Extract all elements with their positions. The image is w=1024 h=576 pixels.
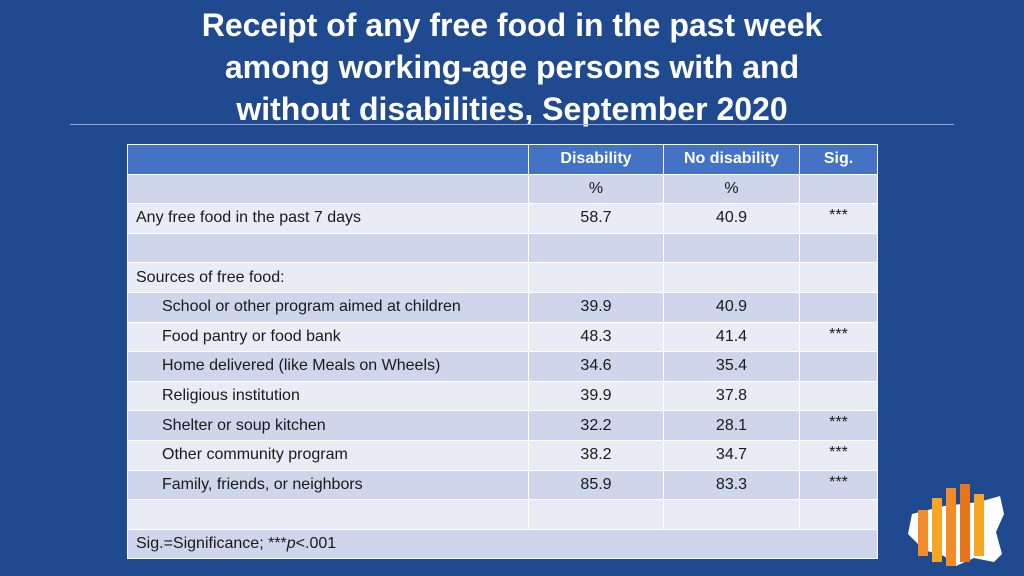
title: Receipt of any free food in the past wee…: [0, 4, 1024, 130]
table-cell: [799, 291, 878, 323]
table-row: Shelter or soup kitchen 32.2 28.1 ***: [127, 410, 878, 441]
table-row: Sig.=Significance; ***p<.001: [127, 528, 878, 560]
table-cell: Sig.: [799, 144, 878, 175]
table-row: [127, 232, 878, 264]
table-cell: %: [528, 173, 664, 205]
table-row: Religious institution 39.9 37.8: [127, 380, 878, 412]
table-cell: Sources of free food:: [127, 262, 529, 293]
table-cell: ***: [799, 321, 878, 353]
table-row: Any free food in the past 7 days 58.7 40.9…: [127, 203, 878, 234]
table-cell: [127, 144, 529, 175]
table-row: %%: [127, 173, 878, 205]
table-cell: [127, 499, 529, 530]
footnote: Sig.=Significance; ***: [136, 535, 287, 553]
table-cell: [799, 232, 878, 264]
table-cell: 48.3: [528, 321, 664, 353]
table-cell: 40.9: [663, 291, 800, 323]
table-cell: [127, 173, 529, 205]
data-table: Disability No disability Sig.%% Any free fo…: [127, 144, 878, 560]
table-cell: 37.8: [663, 380, 800, 412]
table-cell: 83.3: [663, 469, 800, 501]
table-cell: Food pantry or food bank: [127, 321, 529, 353]
table-cell: 34.6: [528, 351, 664, 382]
table-cell: 32.2: [528, 410, 664, 441]
title-line: Receipt of any free food in the past wee…: [201, 7, 823, 43]
logo-bar: [918, 510, 928, 556]
logo-bar: [974, 494, 984, 556]
table-cell: ***: [799, 439, 878, 471]
logo-bar: [946, 488, 956, 566]
table-cell: 39.9: [528, 380, 664, 412]
table-cell: Disability: [528, 144, 664, 175]
table-cell: School or other program aimed at childre…: [127, 291, 529, 323]
table-row: Sources of free food:: [127, 262, 878, 293]
table-row: Home delivered (like Meals on Wheels) 34.…: [127, 351, 878, 382]
title-line: without disabilities, September 2020: [236, 91, 788, 127]
table-cell: 41.4: [663, 321, 800, 353]
logo: [908, 484, 1004, 566]
table-cell: [663, 232, 800, 264]
table-cell: [663, 499, 800, 530]
table-cell: [799, 380, 878, 412]
table-cell: 40.9: [663, 203, 800, 234]
table-cell: [799, 173, 878, 205]
table-row: Family, friends, or neighbors 85.9 83.3 ***: [127, 469, 878, 501]
table-cell: 28.1: [663, 410, 800, 441]
table-cell: Religious institution: [127, 380, 529, 412]
table-cell: Shelter or soup kitchen: [127, 410, 529, 441]
table-cell: ***: [799, 203, 878, 234]
table-row: Disability No disability Sig.: [127, 144, 878, 175]
table-cell: 38.2: [528, 439, 664, 471]
table-cell: [799, 262, 878, 293]
table-cell: 39.9: [528, 291, 664, 323]
table-cell: [663, 262, 800, 293]
table-row: Other community program 38.2 34.7 ***: [127, 439, 878, 471]
table-cell: [528, 262, 664, 293]
table-cell: 85.9: [528, 469, 664, 501]
table-row: [127, 499, 878, 530]
table-cell: ***: [799, 469, 878, 501]
title-line: among working-age persons with and: [224, 49, 800, 85]
table-cell: [127, 232, 529, 264]
table-cell: %: [663, 173, 800, 205]
logo-bar: [932, 498, 942, 562]
table-cell: Other community program: [127, 439, 529, 471]
table-cell: Any free food in the past 7 days: [127, 203, 529, 234]
table-cell: Family, friends, or neighbors: [127, 469, 529, 501]
table-cell: ***: [799, 410, 878, 441]
table-row: Food pantry or food bank 48.3 41.4 ***: [127, 321, 878, 353]
table-cell: 58.7: [528, 203, 664, 234]
table-cell: 34.7: [663, 439, 800, 471]
footnote: p: [286, 535, 296, 553]
title-rule: [70, 124, 954, 125]
table-cell: [799, 499, 878, 530]
table-cell: [528, 232, 664, 264]
footnote: <.001: [295, 535, 337, 553]
logo-bar: [960, 484, 970, 562]
table-cell: Home delivered (like Meals on Wheels): [127, 351, 529, 382]
table-cell: [799, 351, 878, 382]
table-row: School or other program aimed at childre…: [127, 291, 878, 323]
table-cell: No disability: [663, 144, 800, 175]
table-cell: [528, 499, 664, 530]
table-cell: Sig.=Significance; ***p<.001: [127, 528, 878, 560]
table-cell: 35.4: [663, 351, 800, 382]
